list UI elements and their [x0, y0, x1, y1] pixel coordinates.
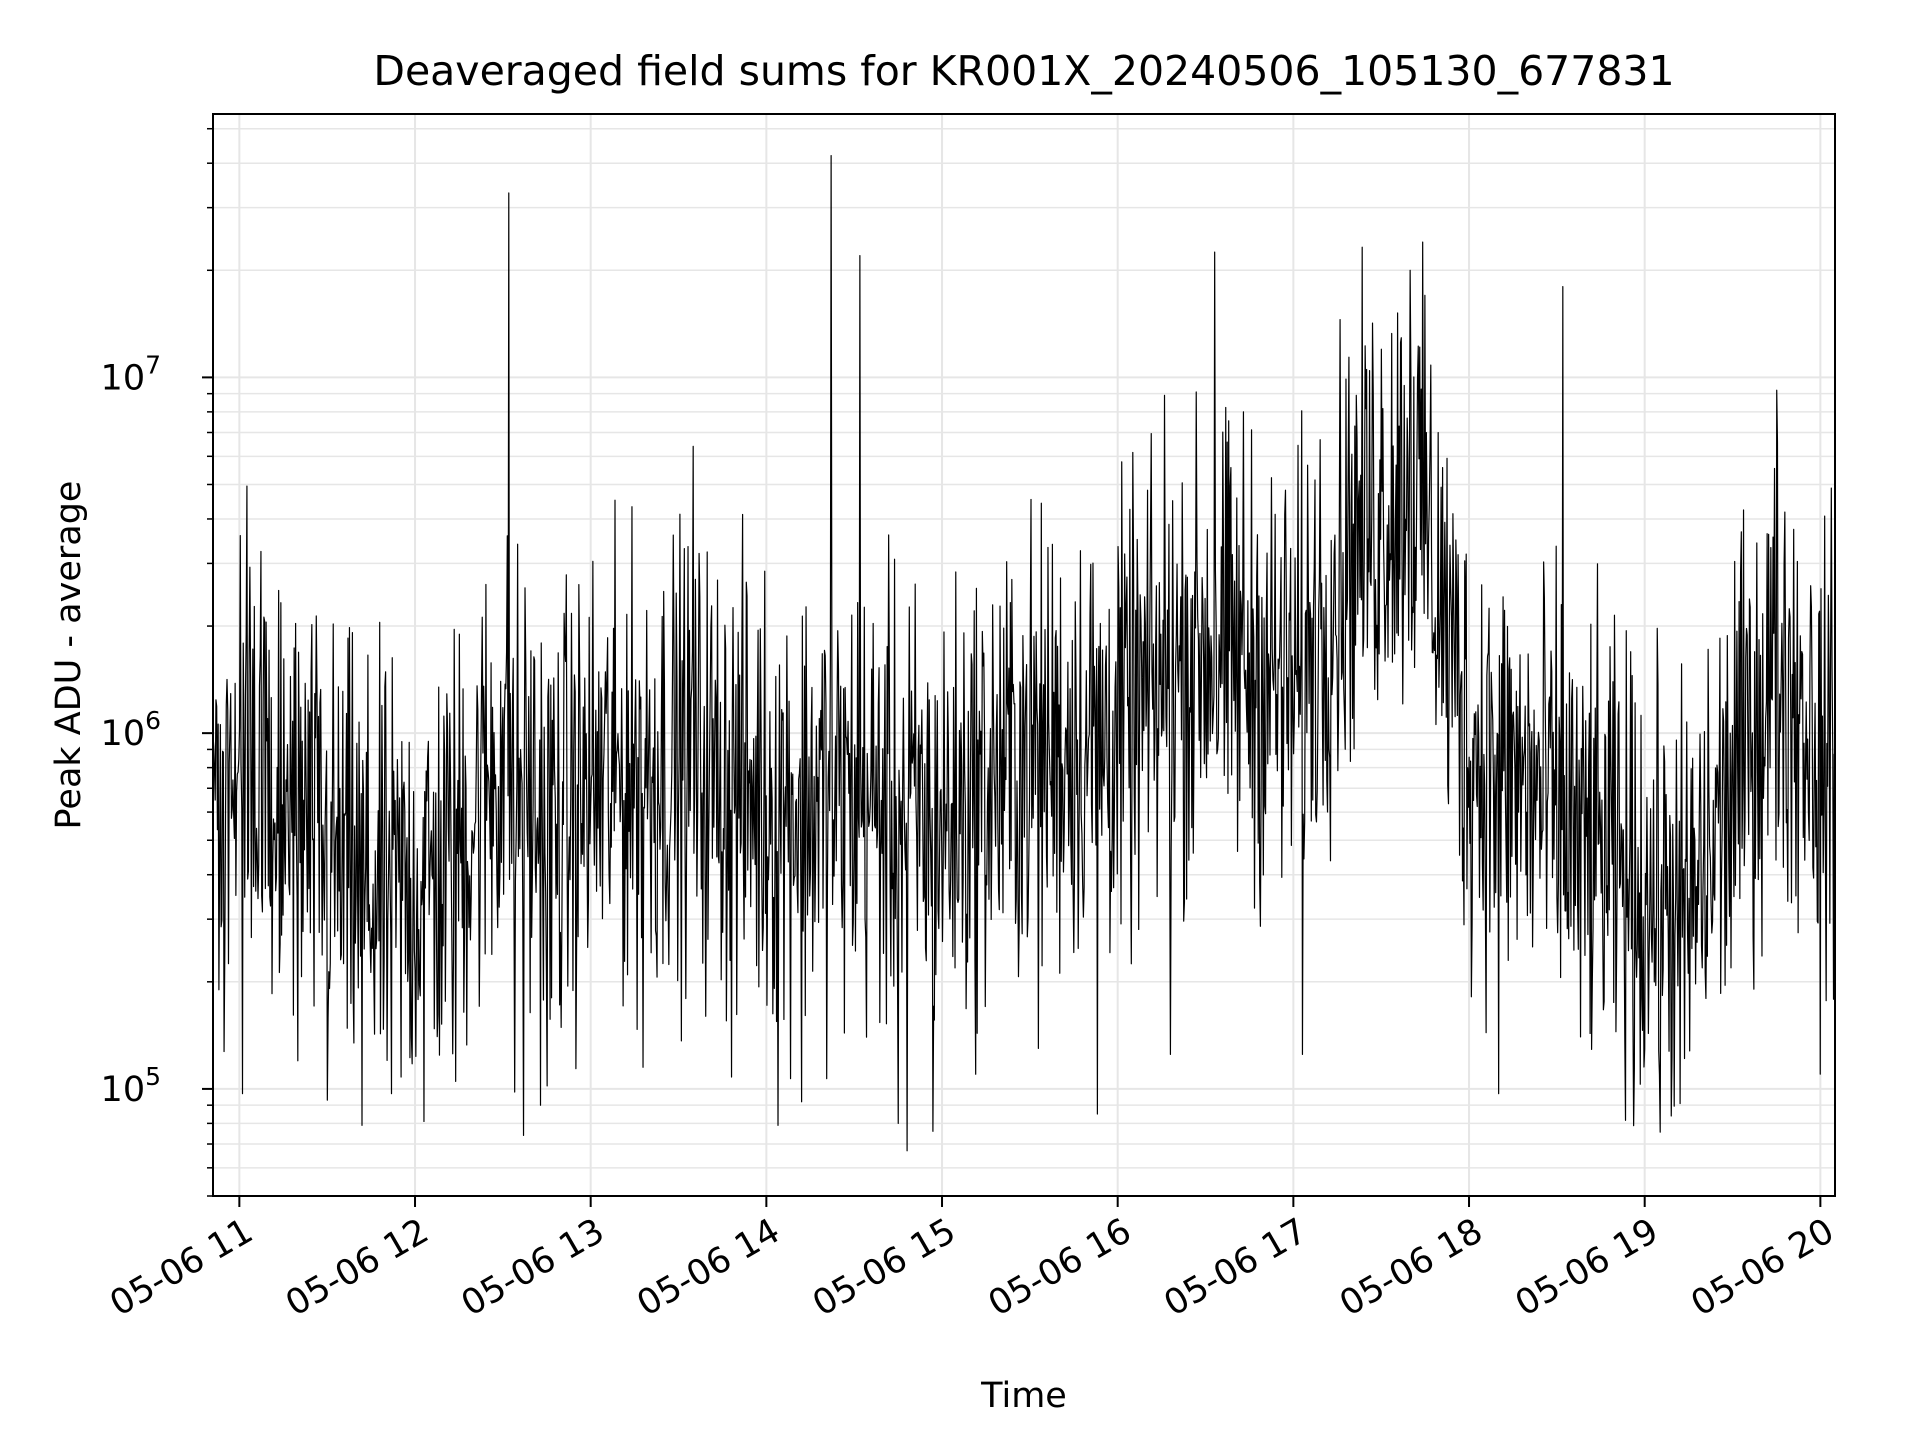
chart-title: Deaveraged field sums for KR001X_2024050…	[373, 47, 1674, 95]
y-tick-label-exponent: 6	[145, 706, 161, 735]
series-group	[212, 155, 1836, 1152]
y-axis-title: Peak ADU - average	[49, 481, 89, 830]
plot-frame	[212, 113, 1836, 1197]
series-line	[212, 155, 1836, 1152]
y-tick-label-exponent: 5	[145, 1062, 161, 1091]
x-axis-title: Time	[980, 1376, 1067, 1416]
y-tick-label-exponent: 7	[145, 350, 161, 379]
